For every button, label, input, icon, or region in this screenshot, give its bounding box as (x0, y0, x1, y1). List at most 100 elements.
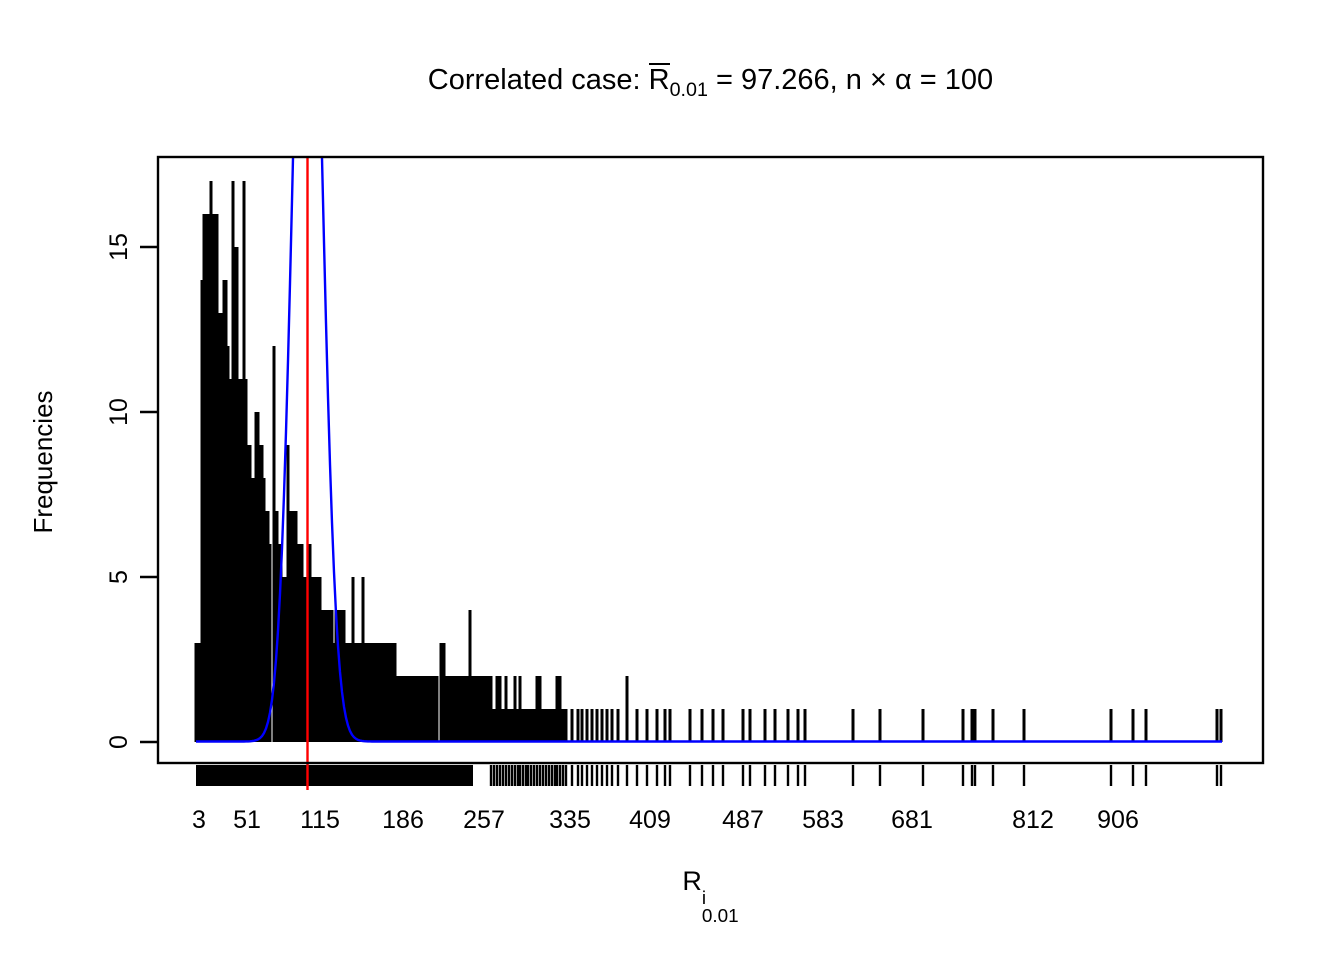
histogram-bar (851, 709, 855, 742)
y-axis-ticks (140, 245, 158, 744)
rug-mark (1219, 765, 1223, 786)
histogram-bar (448, 676, 452, 742)
rug-mark (973, 765, 977, 786)
rug-mark (513, 765, 517, 786)
histogram-bar (553, 709, 557, 742)
rug-mark (590, 765, 594, 786)
histogram-bar (361, 577, 365, 742)
x-tick-label: 906 (1097, 806, 1139, 834)
x-axis-label-superscript: i (701, 888, 707, 909)
histogram-bar (526, 709, 530, 742)
rug-mark (851, 765, 855, 786)
histogram-bar (541, 709, 545, 742)
histogram-bar (224, 280, 228, 742)
rug-solid-block (196, 765, 473, 786)
rug-mark (507, 765, 511, 786)
rug-mark (1131, 765, 1135, 786)
histogram-bar (585, 709, 589, 742)
histogram-bar (480, 676, 484, 742)
rug-mark (921, 765, 925, 786)
histogram-bar (373, 643, 377, 742)
histogram-bar (521, 709, 525, 742)
histogram-bar (921, 709, 925, 742)
rug-mark (625, 765, 629, 786)
histogram-bar (513, 676, 517, 742)
histogram-bar (468, 610, 472, 742)
histogram-bar (204, 214, 208, 742)
x-axis-label-base: R (682, 866, 702, 896)
rug-mark (1215, 765, 1219, 786)
histogram-bar (308, 544, 312, 742)
histogram-bar (590, 709, 594, 742)
histogram-bar (431, 676, 435, 742)
histogram-bar (281, 577, 285, 742)
rug-mark (558, 765, 562, 786)
histogram-bar (272, 346, 276, 742)
rug-mark (547, 765, 551, 786)
histogram-bar (421, 676, 425, 742)
histogram-bar (371, 643, 375, 742)
chart-title: Correlated case: R0.01 = 97.266, n × α =… (158, 63, 1263, 102)
x-tick-label: 681 (891, 806, 933, 834)
rug-mark (741, 765, 745, 786)
x-tick-label: 812 (1012, 806, 1054, 834)
histogram-bar (605, 709, 609, 742)
density-curve (196, 158, 1222, 743)
histogram-bar (197, 643, 201, 742)
histogram-bar (489, 676, 493, 742)
histogram-bar (275, 511, 279, 742)
histogram-bar (310, 577, 314, 742)
histogram-bar (219, 313, 223, 742)
histogram-bar (266, 511, 270, 742)
rug-mark (635, 765, 639, 786)
histogram-bar (547, 709, 551, 742)
histogram-bar (393, 643, 397, 742)
histogram-bar (248, 445, 252, 742)
histogram-bar (346, 643, 350, 742)
rug-mark (518, 765, 522, 786)
histogram-bar (277, 544, 281, 742)
histogram-bar (375, 643, 379, 742)
histogram-bar (524, 709, 528, 742)
histogram-bar (391, 643, 395, 742)
plot-box (156, 155, 1265, 765)
histogram-bar (504, 676, 508, 742)
histogram-bar (292, 511, 296, 742)
histogram-bar (286, 445, 290, 742)
histogram-bar (544, 709, 548, 742)
histogram-bar (721, 709, 725, 742)
histogram-bar (535, 676, 539, 742)
rug-mark (1022, 765, 1026, 786)
histogram-bar (425, 676, 429, 742)
histogram-bar (344, 643, 348, 742)
y-tick-label: 10 (105, 398, 133, 426)
x-tick-label: 186 (382, 806, 424, 834)
rug-mark (961, 765, 965, 786)
histogram-bar (516, 709, 520, 742)
histogram-bar (610, 709, 614, 742)
histogram-bar (298, 544, 302, 742)
histogram-bar (215, 214, 219, 742)
rug-mark (1144, 765, 1148, 786)
histogram-bar (326, 610, 330, 742)
histogram-bar (991, 709, 995, 742)
histogram-bar (555, 676, 559, 742)
histogram-bar (471, 676, 475, 742)
y-tick-label: 0 (105, 735, 133, 749)
histogram-bar (206, 214, 210, 742)
histogram-bar (320, 610, 324, 742)
histogram-bar (242, 181, 246, 742)
histogram-bar (435, 676, 439, 742)
rug-mark (524, 765, 528, 786)
histogram-bar (407, 676, 411, 742)
histogram-bar (202, 214, 206, 742)
histogram-bar (973, 709, 977, 742)
histogram-bar (961, 709, 965, 742)
rug-mark (541, 765, 545, 786)
histogram-bar (445, 676, 449, 742)
histogram-bar (312, 577, 316, 742)
histogram-bar (353, 643, 357, 742)
histogram-bar (492, 709, 496, 742)
histogram-bar (401, 676, 405, 742)
